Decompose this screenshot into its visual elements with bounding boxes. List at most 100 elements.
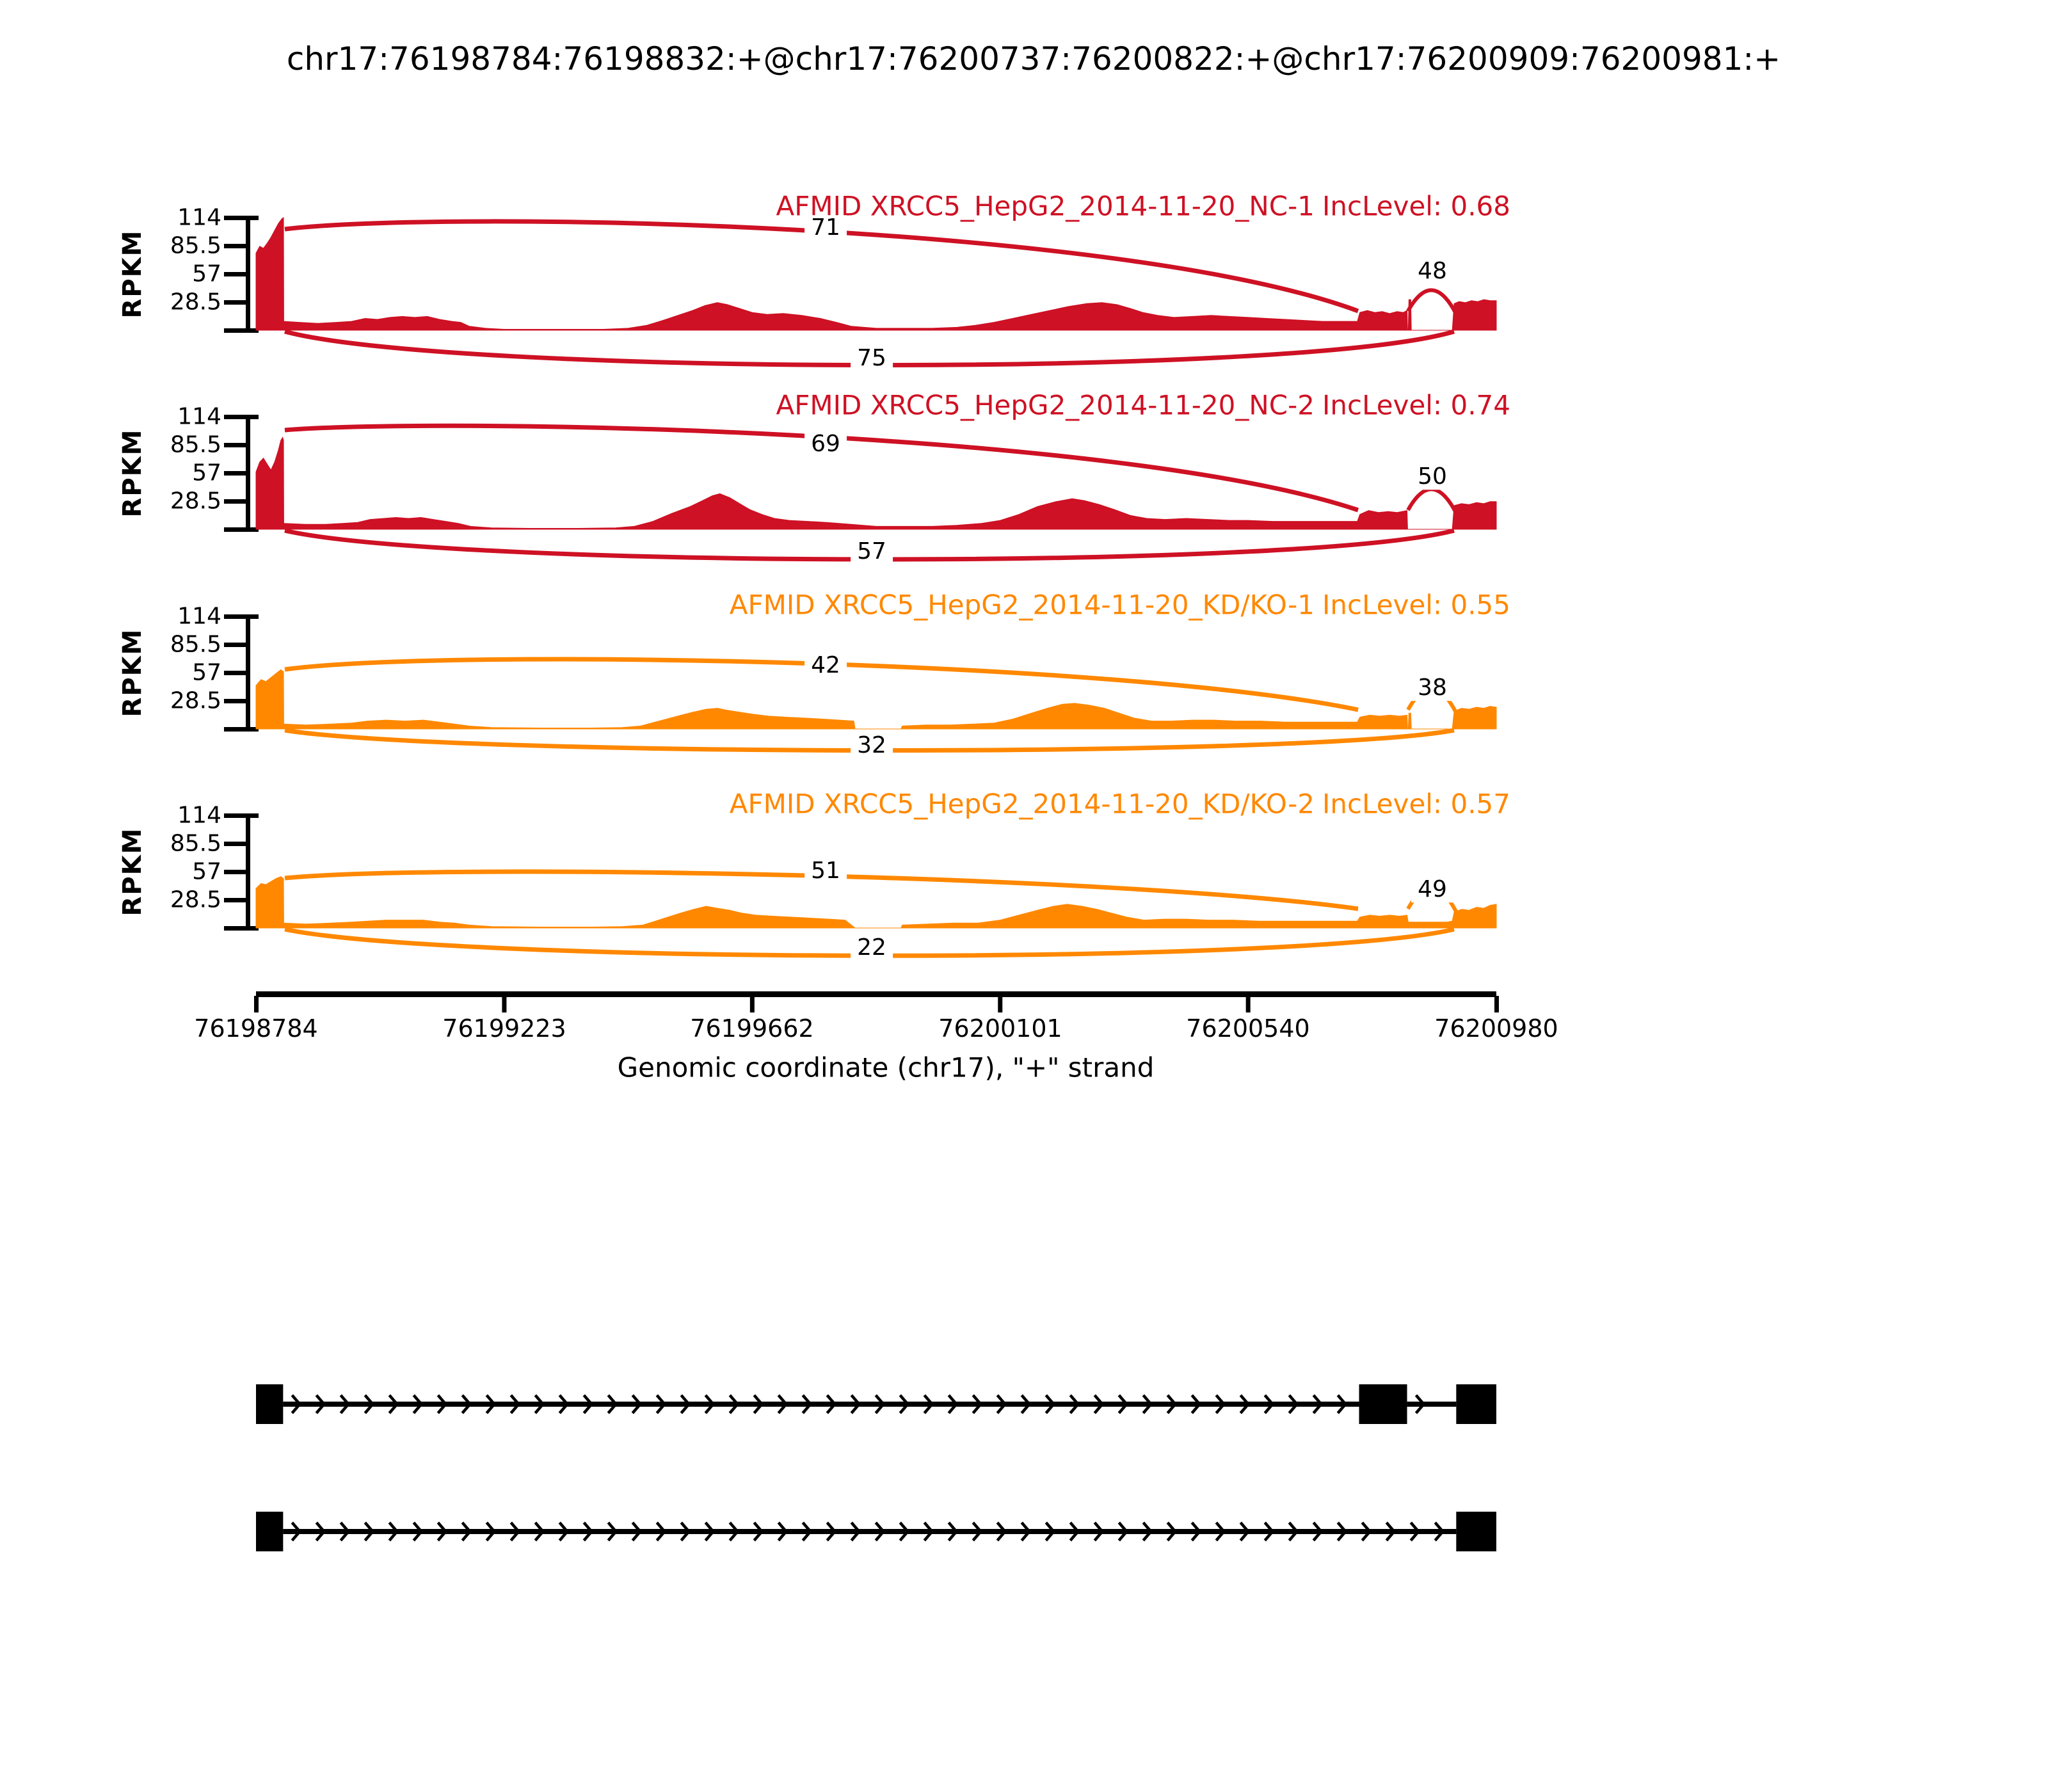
y-tick-label: 114 — [177, 204, 221, 231]
strand-arrow-icon — [1093, 1521, 1105, 1542]
track-title-nc-2: AFMID XRCC5_HepG2_2014-11-20_NC-2 IncLeve… — [776, 390, 1510, 421]
strand-arrow-icon — [461, 1394, 472, 1414]
strand-arrow-icon — [631, 1394, 643, 1414]
strand-arrow-icon — [777, 1521, 788, 1542]
strand-arrow-icon — [364, 1394, 375, 1414]
track-name: AFMID XRCC5_HepG2_2014-11-20_NC-1 — [776, 190, 1315, 222]
strand-arrow-icon — [582, 1521, 594, 1542]
y-tick-label: 57 — [192, 659, 221, 686]
strand-arrow-icon — [436, 1394, 448, 1414]
y-axis-tick — [224, 813, 246, 818]
strand-arrow-icon — [753, 1394, 764, 1414]
strand-arrow-icon — [1117, 1394, 1129, 1414]
track-name: AFMID XRCC5_HepG2_2014-11-20_NC-2 — [776, 389, 1315, 421]
track-inclevel: IncLevel: 0.68 — [1322, 190, 1510, 222]
strand-arrow-icon — [1414, 1394, 1426, 1414]
strand-arrow-icon — [777, 1394, 788, 1414]
inclusion-arc-left — [284, 219, 1359, 314]
strand-arrow-icon — [680, 1394, 691, 1414]
strand-arrow-icon — [680, 1521, 691, 1542]
strand-arrow-icon — [534, 1394, 545, 1414]
strand-arrow-icon — [364, 1521, 375, 1542]
y-axis-tick — [224, 671, 246, 675]
strand-arrow-icon — [509, 1521, 521, 1542]
strand-arrow-icon — [339, 1394, 351, 1414]
junction-count-inclusion-left: 71 — [804, 215, 847, 241]
coverage-area — [255, 217, 1497, 331]
strand-arrow-icon — [291, 1394, 302, 1414]
strand-arrow-icon — [1239, 1394, 1251, 1414]
y-tick-label: 57 — [192, 460, 221, 486]
y-axis-title: RPKM — [118, 827, 147, 916]
strand-arrow-icon — [850, 1521, 861, 1542]
track-name: AFMID XRCC5_HepG2_2014-11-20_KD/KO-2 — [729, 788, 1315, 820]
strand-arrow-icon — [1215, 1394, 1226, 1414]
strand-arrow-icon — [728, 1394, 740, 1414]
junction-count-skipping: 75 — [851, 346, 893, 371]
strand-arrow-icon — [436, 1521, 448, 1542]
x-tick-label: 76199223 — [442, 1014, 566, 1043]
track-1 — [224, 415, 1497, 562]
strand-arrow-icon — [315, 1521, 326, 1542]
strand-arrow-icon — [1190, 1394, 1202, 1414]
junction-count-skipping: 32 — [851, 733, 893, 758]
x-axis-tick — [1494, 996, 1499, 1012]
junction-count-inclusion-left: 69 — [804, 431, 847, 457]
inclusion-arc-right — [1406, 487, 1459, 515]
y-axis-tick — [224, 926, 246, 931]
strand-arrow-icon — [1263, 1521, 1275, 1542]
inclusion-arc-left — [284, 869, 1359, 911]
y-tick-label: 28.5 — [170, 687, 221, 714]
x-tick-label: 76199662 — [690, 1014, 814, 1043]
y-axis-tick — [224, 842, 246, 846]
strand-arrow-icon — [582, 1394, 594, 1414]
strand-arrow-icon — [850, 1394, 861, 1414]
exon-box — [1359, 1384, 1407, 1424]
y-axis-tick — [224, 471, 246, 476]
track-title-kdko-2: AFMID XRCC5_HepG2_2014-11-20_KD/KO-2 IncL… — [730, 788, 1510, 820]
strand-arrow-icon — [509, 1394, 521, 1414]
strand-arrow-icon — [1117, 1521, 1129, 1542]
figure-title: chr17:76198784:76198832:+@chr17:76200737… — [286, 40, 1781, 77]
strand-arrow-icon — [655, 1521, 667, 1542]
y-axis-tick — [224, 216, 246, 220]
strand-arrow-icon — [1336, 1521, 1348, 1542]
strand-arrow-icon — [1239, 1521, 1251, 1542]
exon-box — [1456, 1384, 1496, 1424]
exon-box — [256, 1384, 284, 1424]
coverage-area — [255, 669, 1497, 730]
strand-arrow-icon — [923, 1521, 934, 1542]
strand-arrow-icon — [1093, 1394, 1105, 1414]
strand-arrow-icon — [753, 1521, 764, 1542]
strand-arrow-icon — [1361, 1521, 1372, 1542]
strand-arrow-icon — [1385, 1521, 1396, 1542]
strand-arrow-icon — [412, 1394, 424, 1414]
strand-arrow-icon — [461, 1521, 472, 1542]
y-axis-title: RPKM — [118, 428, 147, 518]
strand-arrow-icon — [485, 1394, 497, 1414]
y-tick-label: 28.5 — [170, 289, 221, 316]
y-axis-tick — [224, 244, 246, 248]
strand-arrow-icon — [1288, 1521, 1299, 1542]
y-axis-tick — [224, 527, 246, 532]
y-tick-label: 114 — [177, 802, 221, 829]
strand-arrow-icon — [1069, 1394, 1080, 1414]
strand-arrow-icon — [388, 1521, 399, 1542]
junction-count-inclusion-right: 50 — [1411, 464, 1453, 490]
y-axis-tick — [224, 870, 246, 874]
strand-arrow-icon — [1142, 1394, 1153, 1414]
junction-count-inclusion-left: 42 — [804, 653, 847, 678]
y-axis-title: RPKM — [118, 229, 147, 319]
track-inclevel: IncLevel: 0.57 — [1322, 788, 1510, 820]
junction-count-inclusion-right: 38 — [1411, 675, 1453, 701]
y-axis-tick — [224, 614, 246, 619]
strand-arrow-icon — [291, 1521, 302, 1542]
strand-arrow-icon — [1215, 1521, 1226, 1542]
x-axis-tick — [254, 996, 259, 1012]
exon-box — [1456, 1512, 1496, 1551]
strand-arrow-icon — [1263, 1394, 1275, 1414]
track-inclevel: IncLevel: 0.74 — [1322, 389, 1510, 421]
strand-arrow-icon — [1434, 1521, 1445, 1542]
